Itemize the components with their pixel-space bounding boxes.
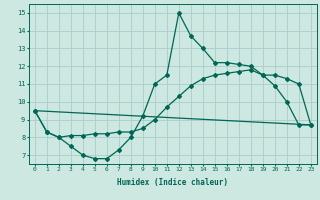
X-axis label: Humidex (Indice chaleur): Humidex (Indice chaleur) bbox=[117, 178, 228, 187]
